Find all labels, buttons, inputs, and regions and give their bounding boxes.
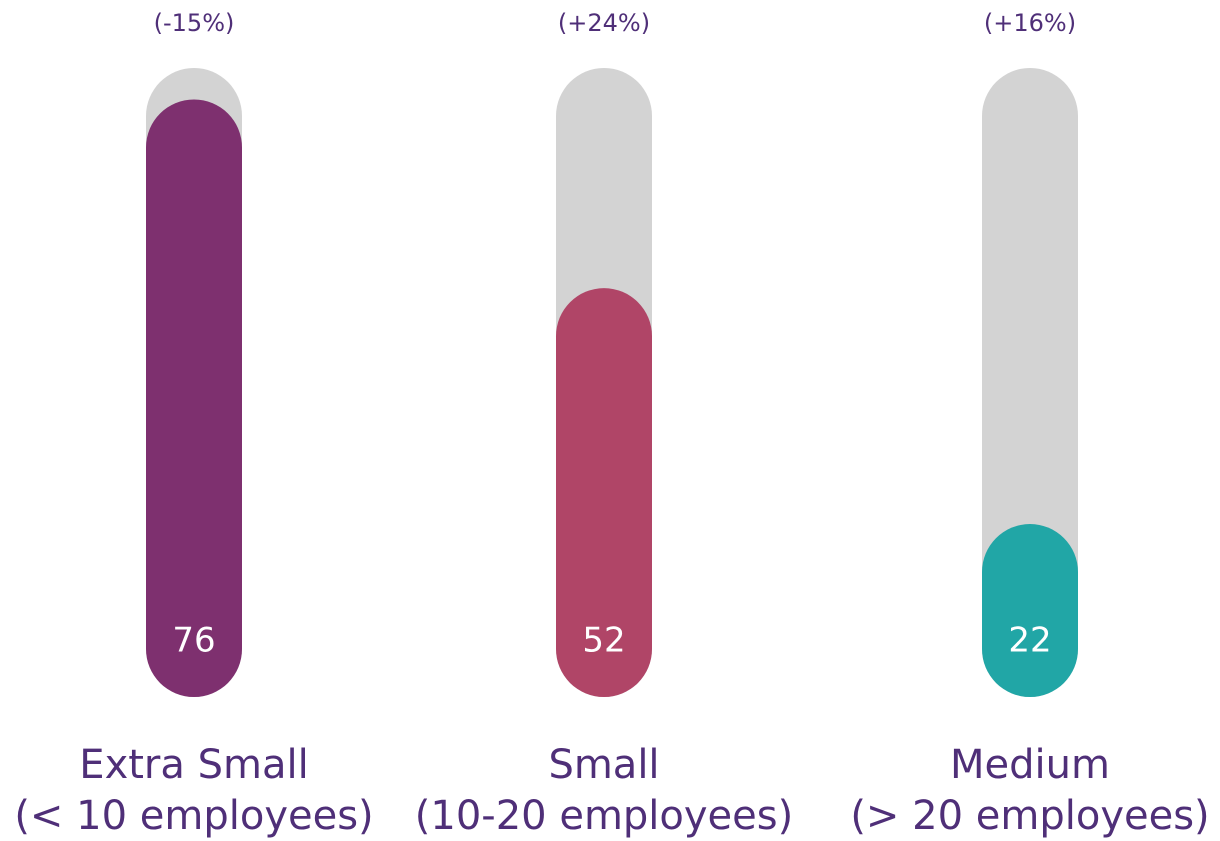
change-label: (-15%) (154, 9, 235, 37)
bar (146, 99, 242, 697)
category-label: (< 10 employees) (14, 793, 373, 839)
category-label: (> 20 employees) (850, 793, 1209, 839)
category-label: (10-20 employees) (415, 793, 793, 839)
category-label: Small (548, 742, 659, 788)
change-label: (+24%) (558, 9, 650, 37)
bar (982, 524, 1078, 697)
value-label: 22 (1008, 621, 1051, 661)
category-label: Medium (950, 742, 1110, 788)
value-label: 52 (582, 621, 625, 661)
value-label: 76 (172, 621, 215, 661)
bar (556, 288, 652, 697)
category-label: Extra Small (79, 742, 308, 788)
change-label: (+16%) (984, 9, 1076, 37)
